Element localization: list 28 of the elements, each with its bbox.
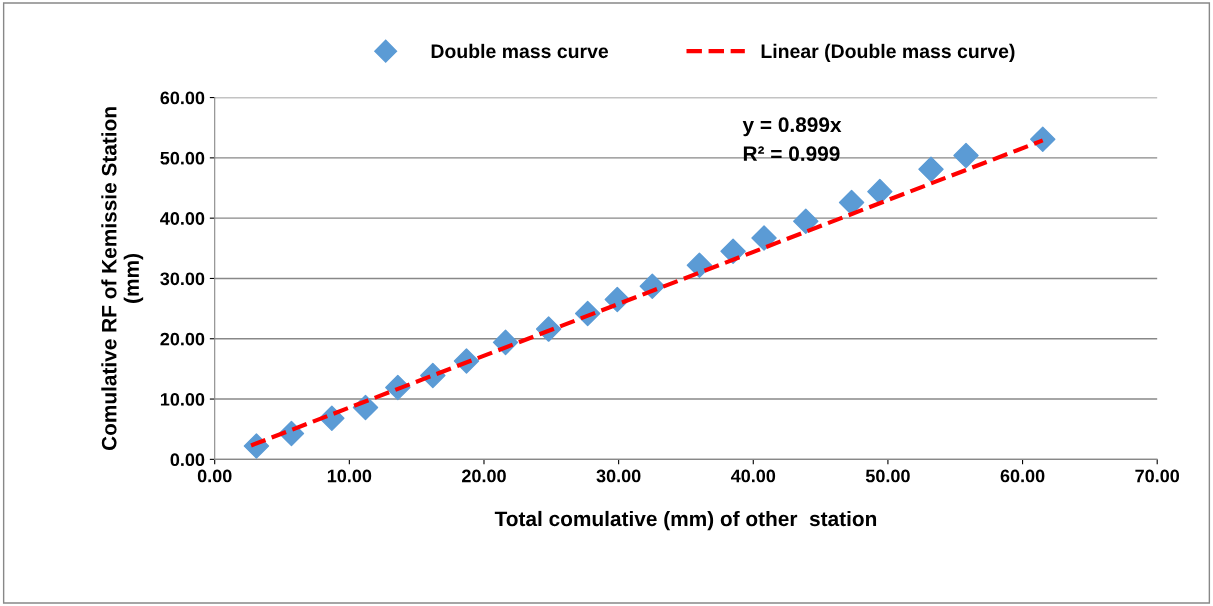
x-tick-label: 40.00 xyxy=(730,469,776,483)
y-tick-label: 20.00 xyxy=(160,332,205,346)
x-tick-label: 70.00 xyxy=(1135,469,1180,483)
point xyxy=(838,189,865,216)
y-tick-label: 10.00 xyxy=(160,392,205,406)
x-tick-label: 20.00 xyxy=(462,469,506,483)
x-tick-label: 60.00 xyxy=(1000,469,1045,483)
annotation: y = 0.899x xyxy=(742,117,842,137)
y-axis-title: Comulative RF of Kemissie Station (mm) xyxy=(101,107,144,451)
x-tick-label: 30.00 xyxy=(596,469,641,483)
x-tick-label: 50.00 xyxy=(865,469,910,483)
point xyxy=(953,142,979,169)
x-tick-label: 10.00 xyxy=(327,469,372,483)
y-tick-label: 60.00 xyxy=(160,91,205,105)
y-tick-label: 40.00 xyxy=(160,212,205,225)
legend-label: Double mass curve xyxy=(431,43,609,59)
point xyxy=(918,156,944,183)
point xyxy=(751,225,777,251)
annotation: R² = 0.999 xyxy=(743,146,840,162)
y-tick-label: 0.00 xyxy=(170,453,205,467)
x-tick-label: 0.00 xyxy=(197,469,232,483)
point xyxy=(867,178,893,205)
point xyxy=(793,208,819,234)
y-tick-label: 50.00 xyxy=(160,151,205,165)
point xyxy=(686,252,713,278)
x-axis-title: Total comulative (mm) of other station xyxy=(494,510,877,531)
legend-label: Linear (Double mass curve) xyxy=(761,43,1015,62)
y-tick-label: 30.00 xyxy=(160,272,205,286)
